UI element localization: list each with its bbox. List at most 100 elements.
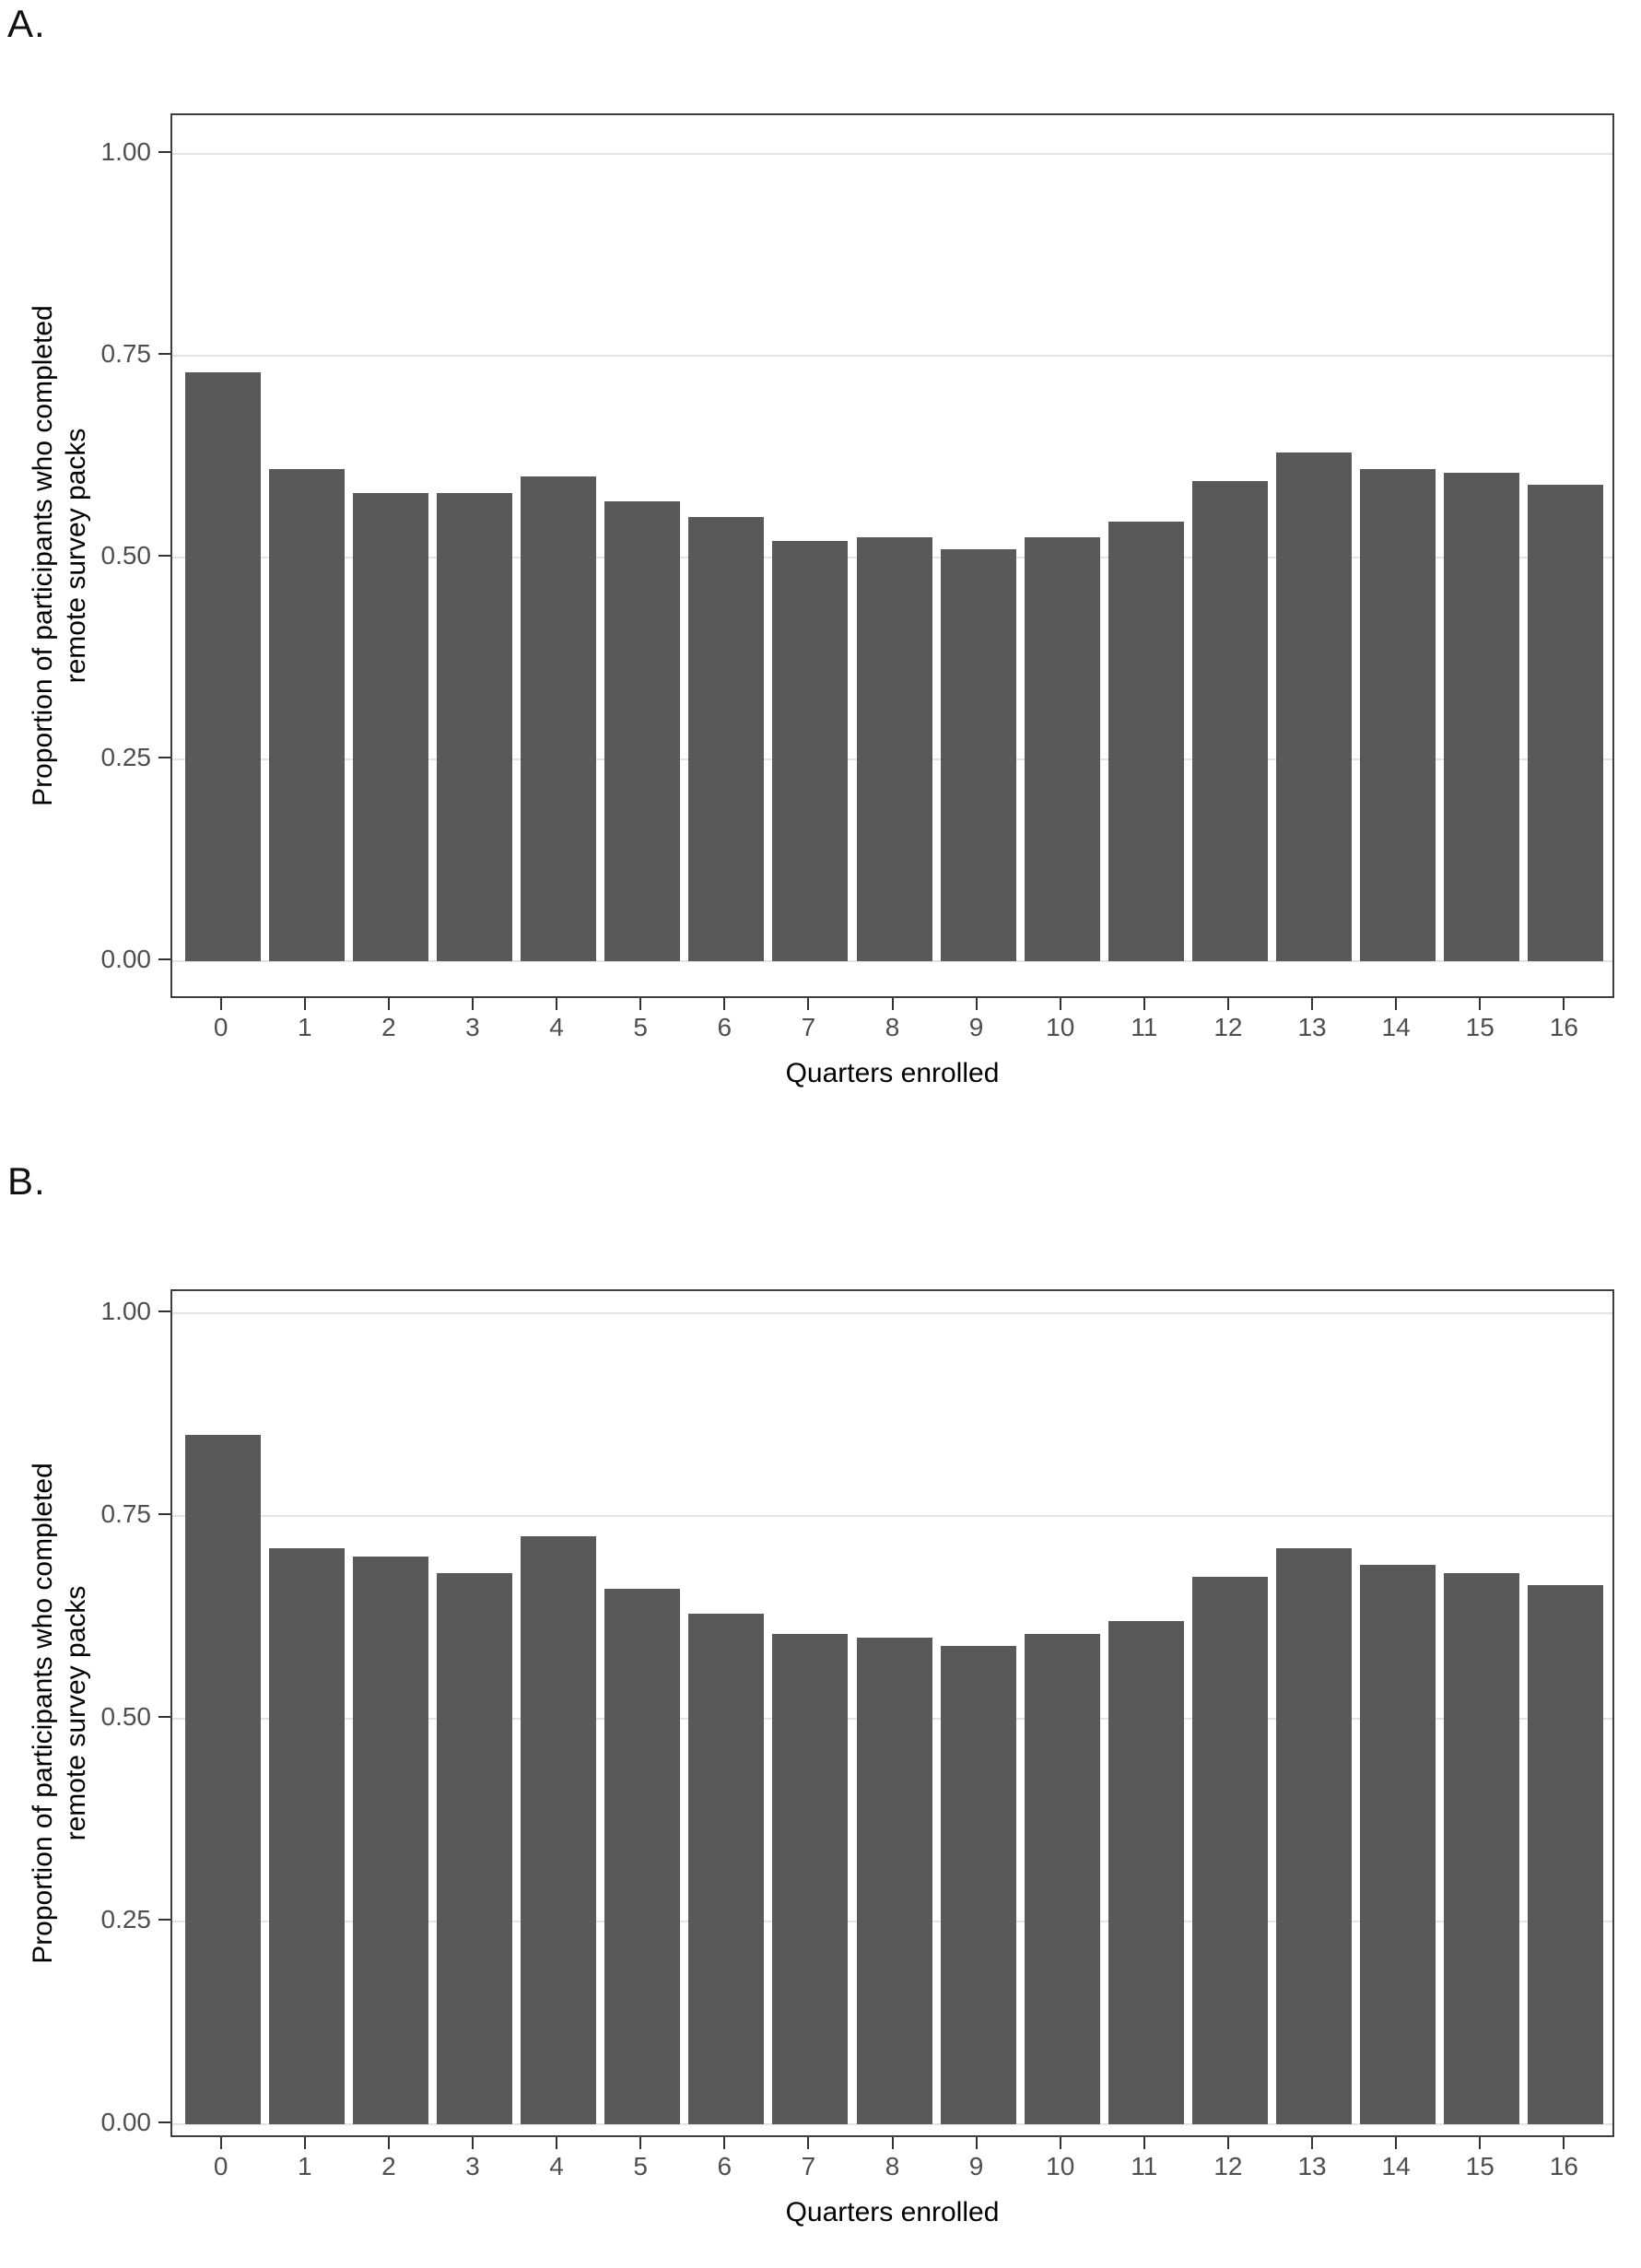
- panel-a-x-tick-label: 10: [1046, 1013, 1075, 1041]
- panel-a-x-tick: [723, 998, 726, 1010]
- panel-a-x-tick-label: 12: [1213, 1013, 1243, 1041]
- panel-a-gridline-0.75: [172, 355, 1612, 357]
- panel-a-x-tick: [303, 998, 306, 1010]
- panel-b-bar-q9: [940, 1645, 1016, 2124]
- panel-a-x-axis-title: Quarters enrolled: [785, 1058, 1000, 1088]
- panel-a-y-tick-label: 0.50: [100, 541, 152, 570]
- panel-b-bar-q12: [1191, 1577, 1268, 2124]
- panel-b-bar-q1: [268, 1548, 345, 2124]
- panel-a-x-tick-label: 0: [213, 1013, 229, 1041]
- panel-b-x-tick-label: 13: [1297, 2152, 1327, 2180]
- panel-b-y-tick-label: 0.75: [100, 1499, 152, 1528]
- panel-b-x-tick: [1059, 2137, 1061, 2149]
- panel-a-gridline-1.00: [172, 153, 1612, 155]
- panel-b-gridline-1.00: [172, 1312, 1612, 1314]
- panel-b-x-tick: [807, 2137, 810, 2149]
- panel-a-x-tick-label: 8: [885, 1013, 900, 1041]
- panel-a-x-tick: [807, 998, 810, 1010]
- panel-b-x-tick-label: 1: [297, 2152, 312, 2180]
- panel-b-bar-q10: [1024, 1633, 1100, 2124]
- panel-a-y-tick: [158, 151, 170, 153]
- panel-b-x-tick: [1395, 2137, 1398, 2149]
- panel-b-x-tick-label: 7: [801, 2152, 816, 2180]
- panel-a-y-tick: [158, 958, 170, 960]
- panel-a-bar-q3: [436, 492, 512, 961]
- panel-b-y-tick: [158, 1513, 170, 1515]
- panel-a-x-tick-label: 7: [801, 1013, 816, 1041]
- panel-a-bar-q16: [1528, 485, 1604, 961]
- panel-b-x-tick: [303, 2137, 306, 2149]
- panel-a-x-tick: [1563, 998, 1565, 1010]
- panel-b-label: B.: [7, 1159, 46, 1203]
- panel-a-y-tick-label: 0.75: [100, 339, 152, 368]
- panel-b-x-tick: [556, 2137, 558, 2149]
- panel-b-bar-q0: [184, 1435, 261, 2124]
- panel-a-x-tick: [471, 998, 474, 1010]
- panel-a-gridline-0.00: [172, 960, 1612, 962]
- panel-b-x-tick-label: 14: [1381, 2152, 1411, 2180]
- panel-a-bar-q10: [1024, 537, 1100, 961]
- panel-a-x-tick: [387, 998, 390, 1010]
- panel-a-x-tick: [639, 998, 642, 1010]
- panel-b-x-tick-label: 3: [465, 2152, 480, 2180]
- panel-a-bar-q4: [521, 476, 597, 961]
- panel-a-x-tick-label: 6: [717, 1013, 733, 1041]
- panel-a-x-tick-label: 2: [381, 1013, 396, 1041]
- panel-b-y-tick: [158, 2121, 170, 2123]
- panel-a-x-tick: [1059, 998, 1061, 1010]
- panel-b-y-tick-label: 0.00: [100, 2108, 152, 2136]
- panel-b-x-tick: [891, 2137, 894, 2149]
- panel-b-x-tick-label: 4: [549, 2152, 564, 2180]
- panel-b-x-tick: [639, 2137, 642, 2149]
- panel-a-plot-area: [170, 113, 1614, 998]
- panel-a-x-tick-label: 5: [633, 1013, 648, 1041]
- panel-b-y-tick-label: 1.00: [100, 1297, 152, 1325]
- panel-b-bar-q2: [352, 1557, 428, 2124]
- panel-b-x-tick-label: 16: [1549, 2152, 1578, 2180]
- panel-b-x-tick-label: 2: [381, 2152, 396, 2180]
- panel-b-bar-q4: [521, 1536, 597, 2124]
- panel-a-bar-q12: [1191, 480, 1268, 961]
- panel-b-bar-q3: [436, 1572, 512, 2124]
- panel-b-x-axis-title: Quarters enrolled: [785, 2197, 1000, 2227]
- panel-a-x-tick: [1226, 998, 1229, 1010]
- panel-b-bar-q11: [1108, 1621, 1184, 2124]
- panel-a-bar-q11: [1108, 521, 1184, 961]
- panel-a-x-tick-label: 1: [297, 1013, 312, 1041]
- panel-b-bar-q13: [1276, 1548, 1353, 2124]
- panel-b-x-tick: [1226, 2137, 1229, 2149]
- panel-b-x-tick: [1479, 2137, 1482, 2149]
- panel-b-x-tick-label: 12: [1213, 2152, 1243, 2180]
- panel-a-x-tick: [556, 998, 558, 1010]
- panel-a-x-tick: [1479, 998, 1482, 1010]
- panel-b-y-tick: [158, 1919, 170, 1921]
- panel-a-bar-q0: [184, 371, 261, 961]
- panel-b-bar-q5: [604, 1589, 681, 2124]
- panel-b-y-tick-label: 0.25: [100, 1905, 152, 1933]
- panel-b-gridline-0.75: [172, 1515, 1612, 1517]
- panel-a-bar-q9: [940, 549, 1016, 961]
- panel-a-y-tick-label: 0.25: [100, 743, 152, 771]
- panel-b-x-tick: [1143, 2137, 1145, 2149]
- panel-a-bar-q6: [688, 517, 765, 961]
- panel-a-y-tick: [158, 555, 170, 557]
- panel-a-x-tick-label: 13: [1297, 1013, 1327, 1041]
- panel-b-bar-q6: [688, 1613, 765, 2124]
- panel-a-x-tick-label: 11: [1131, 1013, 1158, 1041]
- panel-a-y-tick: [158, 353, 170, 355]
- panel-a-x-tick: [219, 998, 222, 1010]
- panel-a-x-tick-label: 14: [1381, 1013, 1411, 1041]
- panel-a-bar-q2: [352, 492, 428, 961]
- panel-a-y-tick-label: 1.00: [100, 137, 152, 166]
- panel-a-bar-q8: [856, 537, 932, 961]
- panel-a-x-tick: [975, 998, 978, 1010]
- panel-a-label: A.: [7, 2, 46, 45]
- panel-b-x-tick-label: 5: [633, 2152, 648, 2180]
- panel-b-x-tick-label: 11: [1131, 2152, 1158, 2180]
- panel-b-plot-area: [170, 1289, 1614, 2137]
- panel-a-x-tick-label: 3: [465, 1013, 480, 1041]
- panel-b-x-tick: [723, 2137, 726, 2149]
- panel-a-y-tick-label: 0.00: [100, 945, 152, 973]
- panel-b-y-tick: [158, 1310, 170, 1312]
